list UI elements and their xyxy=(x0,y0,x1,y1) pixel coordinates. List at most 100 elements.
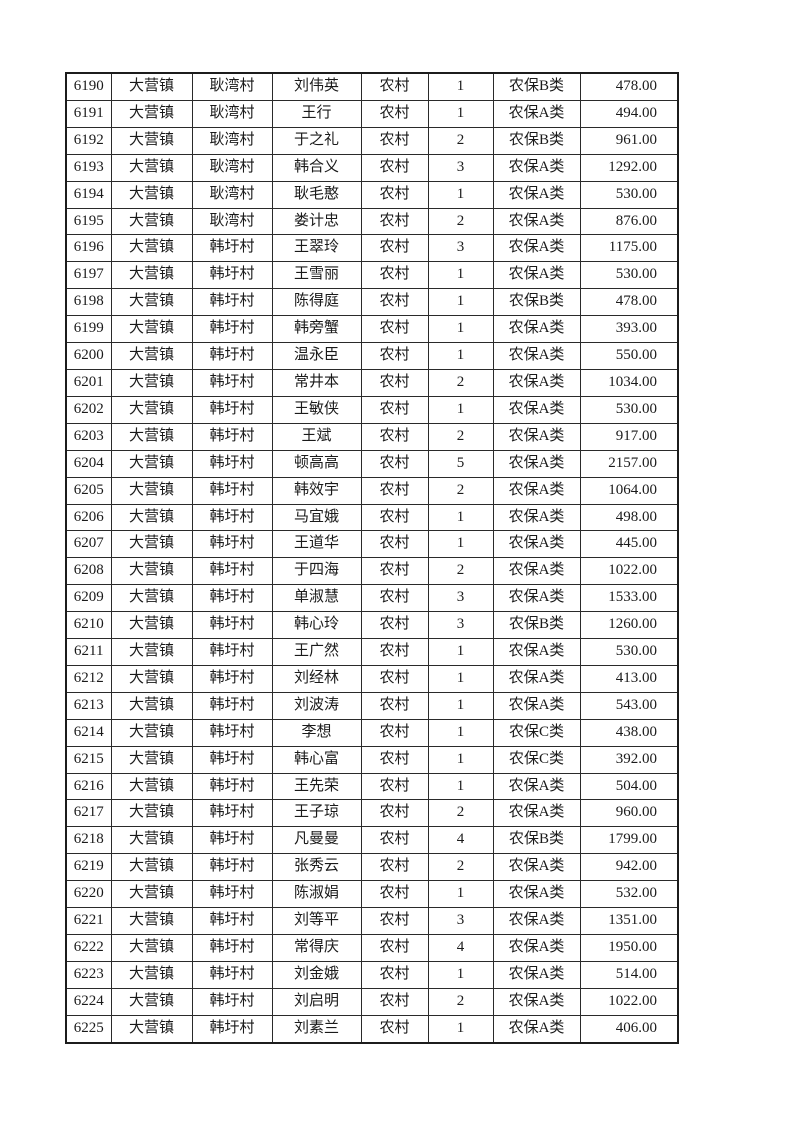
table-row: 6196 大营镇 韩圩村 王翠玲 农村 3 农保A类 1175.00 xyxy=(65,234,679,263)
cell-town: 大营镇 xyxy=(110,422,193,451)
cell-serial-number: 6202 xyxy=(65,395,112,424)
cell-serial-number: 6217 xyxy=(65,799,112,828)
cell-household-type: 农村 xyxy=(360,987,429,1016)
cell-serial-number: 6212 xyxy=(65,664,112,693)
table-row: 6195 大营镇 耿湾村 娄计忠 农村 2 农保A类 876.00 xyxy=(65,207,679,236)
cell-serial-number: 6218 xyxy=(65,826,112,855)
cell-person-name: 单淑慧 xyxy=(271,584,362,613)
cell-insurance-class: 农保A类 xyxy=(492,557,581,586)
cell-amount: 413.00 xyxy=(579,664,679,693)
cell-insurance-class: 农保A类 xyxy=(492,691,581,720)
cell-insurance-class: 农保B类 xyxy=(492,611,581,640)
cell-amount: 1175.00 xyxy=(579,234,679,263)
cell-amount: 942.00 xyxy=(579,853,679,882)
cell-village: 韩圩村 xyxy=(191,907,273,935)
cell-person-name: 王行 xyxy=(271,99,362,128)
cell-person-count: 1 xyxy=(427,960,494,989)
cell-serial-number: 6219 xyxy=(65,853,112,882)
cell-person-name: 王先荣 xyxy=(271,772,362,801)
cell-serial-number: 6203 xyxy=(65,422,112,451)
cell-household-type: 农村 xyxy=(360,907,429,935)
cell-person-count: 3 xyxy=(427,584,494,613)
cell-insurance-class: 农保A类 xyxy=(492,207,581,236)
cell-village: 韩圩村 xyxy=(191,772,273,801)
cell-town: 大营镇 xyxy=(110,745,193,774)
cell-person-name: 王斌 xyxy=(271,422,362,451)
cell-insurance-class: 农保B类 xyxy=(492,72,581,101)
cell-person-count: 1 xyxy=(427,72,494,101)
cell-insurance-class: 农保A类 xyxy=(492,934,581,962)
cell-village: 韩圩村 xyxy=(191,395,273,424)
cell-person-count: 2 xyxy=(427,987,494,1016)
cell-amount: 550.00 xyxy=(579,342,679,370)
cell-insurance-class: 农保B类 xyxy=(492,288,581,317)
cell-household-type: 农村 xyxy=(360,180,429,209)
table-row: 6221 大营镇 韩圩村 刘等平 农村 3 农保A类 1351.00 xyxy=(65,907,679,935)
cell-person-name: 刘经林 xyxy=(271,664,362,693)
cell-town: 大营镇 xyxy=(110,718,193,747)
cell-insurance-class: 农保A类 xyxy=(492,180,581,209)
cell-household-type: 农村 xyxy=(360,557,429,586)
cell-person-name: 凡曼曼 xyxy=(271,826,362,855)
cell-village: 韩圩村 xyxy=(191,261,273,290)
cell-village: 韩圩村 xyxy=(191,315,273,344)
cell-town: 大营镇 xyxy=(110,126,193,155)
cell-amount: 1260.00 xyxy=(579,611,679,640)
cell-serial-number: 6222 xyxy=(65,934,112,962)
cell-household-type: 农村 xyxy=(360,476,429,505)
cell-person-count: 3 xyxy=(427,153,494,182)
cell-town: 大营镇 xyxy=(110,638,193,666)
table-row: 6207 大营镇 韩圩村 王道华 农村 1 农保A类 445.00 xyxy=(65,530,679,559)
cell-household-type: 农村 xyxy=(360,207,429,236)
cell-serial-number: 6215 xyxy=(65,745,112,774)
cell-person-count: 1 xyxy=(427,288,494,317)
cell-person-name: 韩旁蟹 xyxy=(271,315,362,344)
cell-person-count: 1 xyxy=(427,691,494,720)
cell-insurance-class: 农保A类 xyxy=(492,153,581,182)
cell-village: 韩圩村 xyxy=(191,234,273,263)
cell-person-name: 刘金娥 xyxy=(271,960,362,989)
cell-village: 耿湾村 xyxy=(191,99,273,128)
cell-household-type: 农村 xyxy=(360,126,429,155)
cell-amount: 1950.00 xyxy=(579,934,679,962)
table-row: 6216 大营镇 韩圩村 王先荣 农村 1 农保A类 504.00 xyxy=(65,772,679,801)
cell-serial-number: 6225 xyxy=(65,1014,112,1044)
cell-person-name: 常井本 xyxy=(271,368,362,397)
table-row: 6213 大营镇 韩圩村 刘波涛 农村 1 农保A类 543.00 xyxy=(65,691,679,720)
table-row: 6194 大营镇 耿湾村 耿毛憨 农村 1 农保A类 530.00 xyxy=(65,180,679,209)
cell-village: 韩圩村 xyxy=(191,718,273,747)
cell-amount: 498.00 xyxy=(579,503,679,532)
cell-serial-number: 6205 xyxy=(65,476,112,505)
cell-person-count: 1 xyxy=(427,180,494,209)
cell-serial-number: 6209 xyxy=(65,584,112,613)
cell-town: 大营镇 xyxy=(110,907,193,935)
table-body: 6190 大营镇 耿湾村 刘伟英 农村 1 农保B类 478.00 6191 大营镇 耿湾村 王行 农村… xyxy=(65,72,679,1044)
cell-village: 韩圩村 xyxy=(191,422,273,451)
cell-person-name: 刘伟英 xyxy=(271,72,362,101)
cell-household-type: 农村 xyxy=(360,934,429,962)
cell-serial-number: 6224 xyxy=(65,987,112,1016)
cell-amount: 478.00 xyxy=(579,72,679,101)
cell-village: 韩圩村 xyxy=(191,960,273,989)
table-row: 6212 大营镇 韩圩村 刘经林 农村 1 农保A类 413.00 xyxy=(65,664,679,693)
cell-insurance-class: 农保A类 xyxy=(492,880,581,909)
cell-person-count: 1 xyxy=(427,664,494,693)
cell-insurance-class: 农保A类 xyxy=(492,987,581,1016)
table-row: 6208 大营镇 韩圩村 于四海 农村 2 农保A类 1022.00 xyxy=(65,557,679,586)
cell-person-count: 1 xyxy=(427,395,494,424)
cell-person-count: 4 xyxy=(427,934,494,962)
cell-amount: 1034.00 xyxy=(579,368,679,397)
cell-amount: 530.00 xyxy=(579,261,679,290)
cell-household-type: 农村 xyxy=(360,960,429,989)
cell-person-count: 1 xyxy=(427,638,494,666)
cell-insurance-class: 农保A类 xyxy=(492,1014,581,1044)
cell-insurance-class: 农保A类 xyxy=(492,449,581,478)
cell-insurance-class: 农保A类 xyxy=(492,799,581,828)
cell-amount: 1799.00 xyxy=(579,826,679,855)
table-row: 6205 大营镇 韩圩村 韩效宇 农村 2 农保A类 1064.00 xyxy=(65,476,679,505)
table-row: 6198 大营镇 韩圩村 陈得庭 农村 1 农保B类 478.00 xyxy=(65,288,679,317)
cell-person-name: 王雪丽 xyxy=(271,261,362,290)
cell-household-type: 农村 xyxy=(360,772,429,801)
cell-person-name: 张秀云 xyxy=(271,853,362,882)
